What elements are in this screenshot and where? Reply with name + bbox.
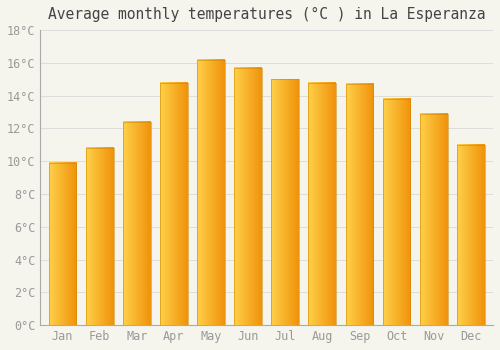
Title: Average monthly temperatures (°C ) in La Esperanza: Average monthly temperatures (°C ) in La… xyxy=(48,7,486,22)
